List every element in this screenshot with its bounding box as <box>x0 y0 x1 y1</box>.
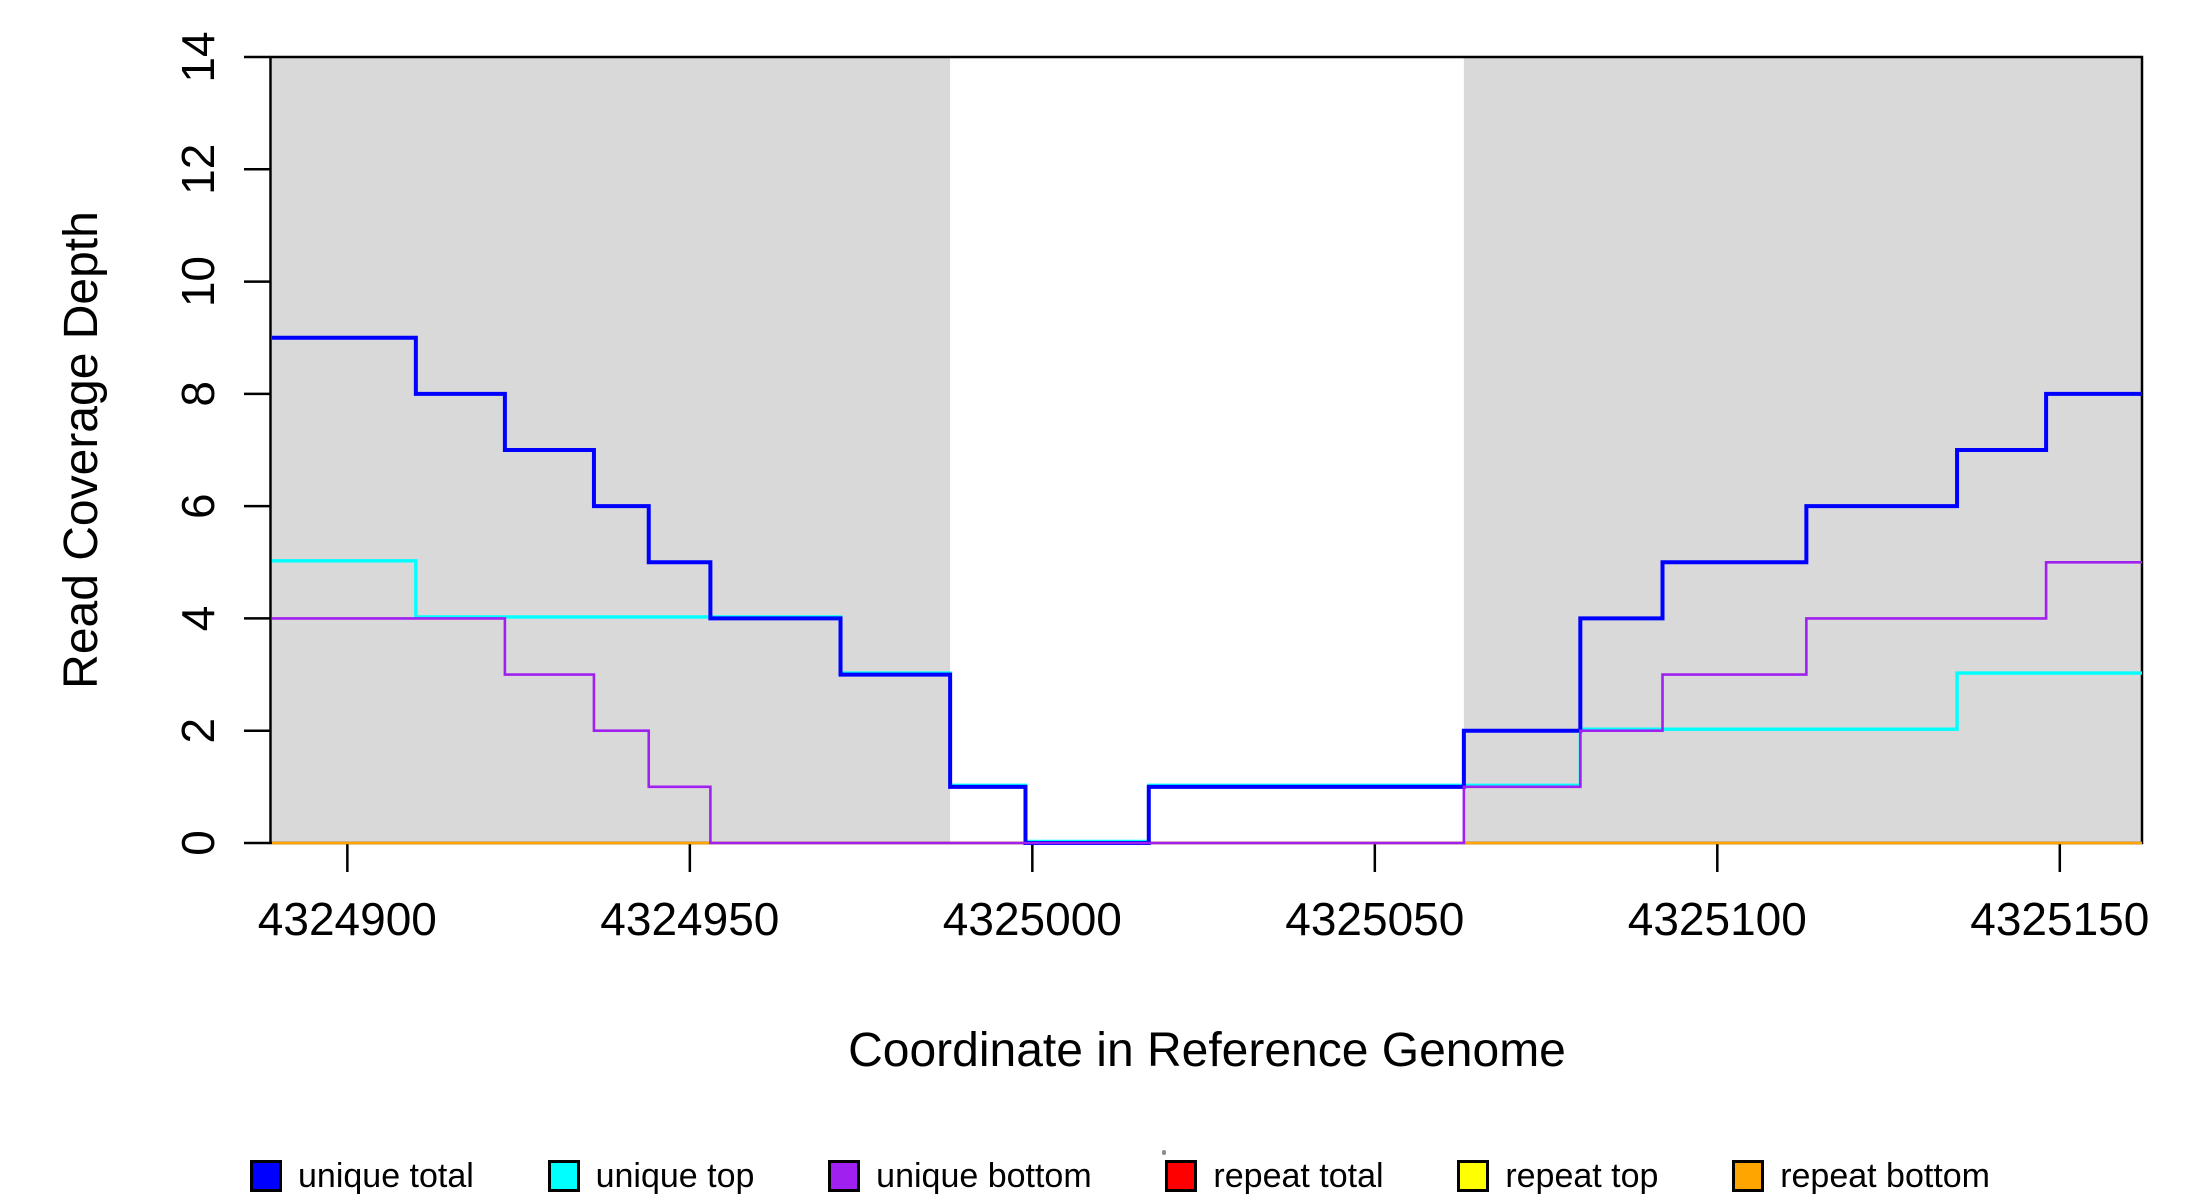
legend-label-repeat-total: repeat total <box>1213 1156 1384 1195</box>
x-axis-title: Coordinate in Reference Genome <box>848 1024 1566 1077</box>
y-tick-label: 10 <box>172 256 224 307</box>
legend-label-repeat-top: repeat top <box>1505 1156 1659 1195</box>
series-line-unique-total <box>272 335 2142 845</box>
x-tick-label: 4325050 <box>1285 893 1464 945</box>
series-line-unique-bottom <box>272 560 2142 845</box>
x-tick-label: 4325000 <box>943 893 1122 945</box>
y-tick-label: 14 <box>172 31 224 82</box>
legend-swatch-unique-top <box>547 1160 580 1192</box>
legend-item-repeat-top: repeat top <box>1457 1157 1658 1196</box>
y-tick-label: 12 <box>172 144 224 195</box>
legend-item-unique-total: unique total <box>250 1157 474 1196</box>
left-shaded-region <box>272 57 951 843</box>
legend-swatch-unique-total <box>250 1160 282 1192</box>
legend-label-unique-total: unique total <box>298 1156 474 1195</box>
y-tick-label: 8 <box>172 381 224 407</box>
axis-ticks-layer: 0 2 4 6 8 10 12 14 4324900 4324950 4325000 4325050 4… <box>172 31 2149 945</box>
legend-swatch-repeat-top <box>1457 1160 1490 1192</box>
y-tick-label: 0 <box>172 830 224 856</box>
x-tick-label: 4325100 <box>1628 893 1807 945</box>
legend-label-repeat-bottom: repeat bottom <box>1780 1156 1990 1195</box>
x-tick-label: 4325150 <box>1970 893 2149 945</box>
legend-label-unique-top: unique top <box>595 1156 755 1195</box>
legend-item-unique-bottom: unique bottom <box>828 1157 1092 1196</box>
y-tick-label: 2 <box>172 718 224 744</box>
legend-swatch-repeat-total <box>1165 1160 1198 1192</box>
legend-label-unique-bottom: unique bottom <box>876 1156 1092 1195</box>
y-tick-label: 6 <box>172 493 224 519</box>
x-tick-label: 4324950 <box>600 893 779 945</box>
y-tick-label: 4 <box>172 606 224 632</box>
legend-item-repeat-total: repeat total <box>1165 1156 1384 1196</box>
legend-swatch-repeat-bottom <box>1732 1160 1765 1192</box>
legend-swatch-unique-bottom <box>828 1160 861 1192</box>
data-series-layer <box>272 335 2142 845</box>
legend-item-repeat-bottom: repeat bottom <box>1732 1157 1990 1196</box>
legend: unique total unique top unique bottom repea… <box>250 1154 1990 1198</box>
stray-mark <box>1162 1150 1166 1155</box>
legend-item-unique-top: unique top <box>547 1156 755 1196</box>
x-tick-label: 4324900 <box>258 893 437 945</box>
y-axis-title: Read Coverage Depth <box>55 211 108 689</box>
